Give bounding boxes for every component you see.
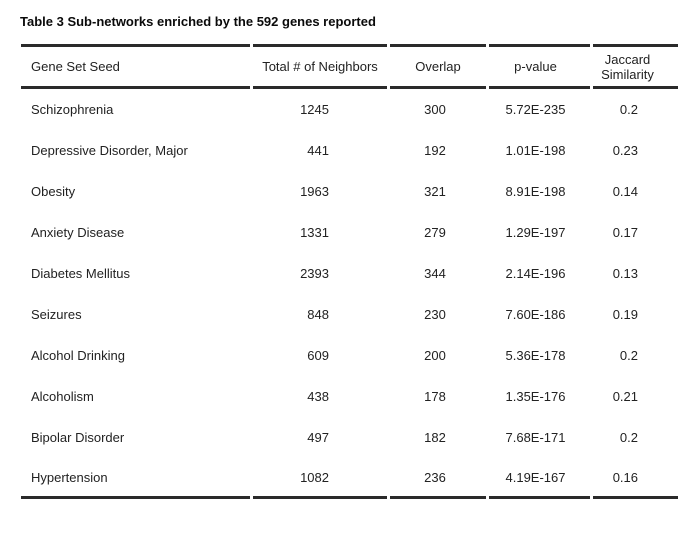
total-neighbors-cell: 1963	[300, 184, 329, 199]
total-neighbors-cell: 609	[307, 348, 329, 363]
jaccard-similarity-cell: 0.19	[612, 307, 638, 322]
jaccard-similarity-cell: 0.16	[593, 458, 678, 499]
table-header: Gene Set Seed Total # of Neighbors Overl…	[21, 44, 678, 89]
gene-set-seed-cell: Alcohol Drinking	[31, 348, 125, 363]
table-row: Depressive Disorder, Major 441 192 1.01E-19…	[21, 130, 678, 171]
column-header-jaccard-similarity: Jaccard Similarity	[593, 44, 678, 89]
p-value-cell: 1.35E-176	[505, 389, 566, 404]
total-neighbors-cell: 497	[307, 430, 329, 445]
total-neighbors-cell: 2393	[300, 266, 329, 281]
gene-set-seed-cell: Obesity	[31, 184, 76, 199]
table-row: Bipolar Disorder 497 182 7.68E-171 0.2	[21, 417, 678, 458]
table-row: Alcohol Drinking 609 200 5.36E-178 0.2	[21, 335, 678, 376]
table-row: Anxiety Disease 1331 279 1.29E-197 0.17	[21, 212, 678, 253]
jaccard-similarity-cell: 0.13	[612, 266, 638, 281]
p-value-cell: 1.01E-198	[505, 143, 566, 158]
overlap-cell: 178	[424, 389, 446, 404]
column-header-overlap: Overlap	[390, 44, 486, 89]
jaccard-similarity-cell: 0.14	[612, 184, 638, 199]
p-value-cell: 4.19E-167	[489, 458, 590, 499]
jaccard-similarity-cell: 0.17	[612, 225, 638, 240]
table-row: Schizophrenia 1245 300 5.72E-235 0.2	[21, 89, 678, 130]
total-neighbors-cell: 441	[307, 143, 329, 158]
overlap-cell: 279	[424, 225, 446, 240]
p-value-cell: 5.72E-235	[505, 102, 566, 117]
table-body: Schizophrenia 1245 300 5.72E-235 0.2 Depressi…	[21, 89, 678, 499]
overlap-cell: 230	[424, 307, 446, 322]
p-value-cell: 7.68E-171	[505, 430, 566, 445]
gene-set-seed-cell: Depressive Disorder, Major	[31, 143, 188, 158]
total-neighbors-cell: 1245	[300, 102, 329, 117]
p-value-cell: 1.29E-197	[505, 225, 566, 240]
column-header-p-value: p-value	[489, 44, 590, 89]
table-row: Diabetes Mellitus 2393 344 2.14E-196 0.13	[21, 253, 678, 294]
gene-set-seed-cell: Schizophrenia	[31, 102, 114, 117]
total-neighbors-cell: 438	[307, 389, 329, 404]
table-row: Hypertension 1082 236 4.19E-167 0.16	[21, 458, 678, 499]
p-value-cell: 2.14E-196	[505, 266, 566, 281]
gene-set-seed-cell: Hypertension	[21, 458, 250, 499]
total-neighbors-cell: 1082	[253, 458, 387, 499]
table-row: Seizures 848 230 7.60E-186 0.19	[21, 294, 678, 335]
gene-set-seed-cell: Seizures	[31, 307, 82, 322]
p-value-cell: 8.91E-198	[505, 184, 566, 199]
jaccard-similarity-cell: 0.2	[619, 102, 638, 117]
jaccard-similarity-cell: 0.2	[619, 430, 638, 445]
total-neighbors-cell: 848	[307, 307, 329, 322]
gene-set-seed-cell: Bipolar Disorder	[31, 430, 125, 445]
total-neighbors-cell: 1331	[300, 225, 329, 240]
overlap-cell: 300	[424, 102, 446, 117]
table-block: Table 3 Sub-networks enriched by the 592…	[18, 13, 681, 499]
column-header-gene-set-seed: Gene Set Seed	[21, 44, 250, 89]
overlap-cell: 321	[424, 184, 446, 199]
overlap-cell: 182	[424, 430, 446, 445]
jaccard-similarity-cell: 0.2	[619, 348, 638, 363]
gene-set-seed-cell: Anxiety Disease	[31, 225, 125, 240]
overlap-cell: 236	[390, 458, 486, 499]
p-value-cell: 7.60E-186	[505, 307, 566, 322]
table-row: Alcoholism 438 178 1.35E-176 0.21	[21, 376, 678, 417]
gene-set-seed-cell: Diabetes Mellitus	[31, 266, 130, 281]
jaccard-similarity-cell: 0.23	[612, 143, 638, 158]
overlap-cell: 200	[424, 348, 446, 363]
overlap-cell: 344	[424, 266, 446, 281]
jaccard-similarity-cell: 0.21	[612, 389, 638, 404]
header-row: Gene Set Seed Total # of Neighbors Overl…	[21, 44, 678, 89]
table-caption: Table 3 Sub-networks enriched by the 592…	[20, 14, 376, 29]
p-value-cell: 5.36E-178	[505, 348, 566, 363]
table-row: Obesity 1963 321 8.91E-198 0.14	[21, 171, 678, 212]
column-header-total-neighbors: Total # of Neighbors	[253, 44, 387, 89]
overlap-cell: 192	[424, 143, 446, 158]
gene-set-seed-cell: Alcoholism	[31, 389, 94, 404]
gene-set-table: Gene Set Seed Total # of Neighbors Overl…	[18, 44, 681, 499]
